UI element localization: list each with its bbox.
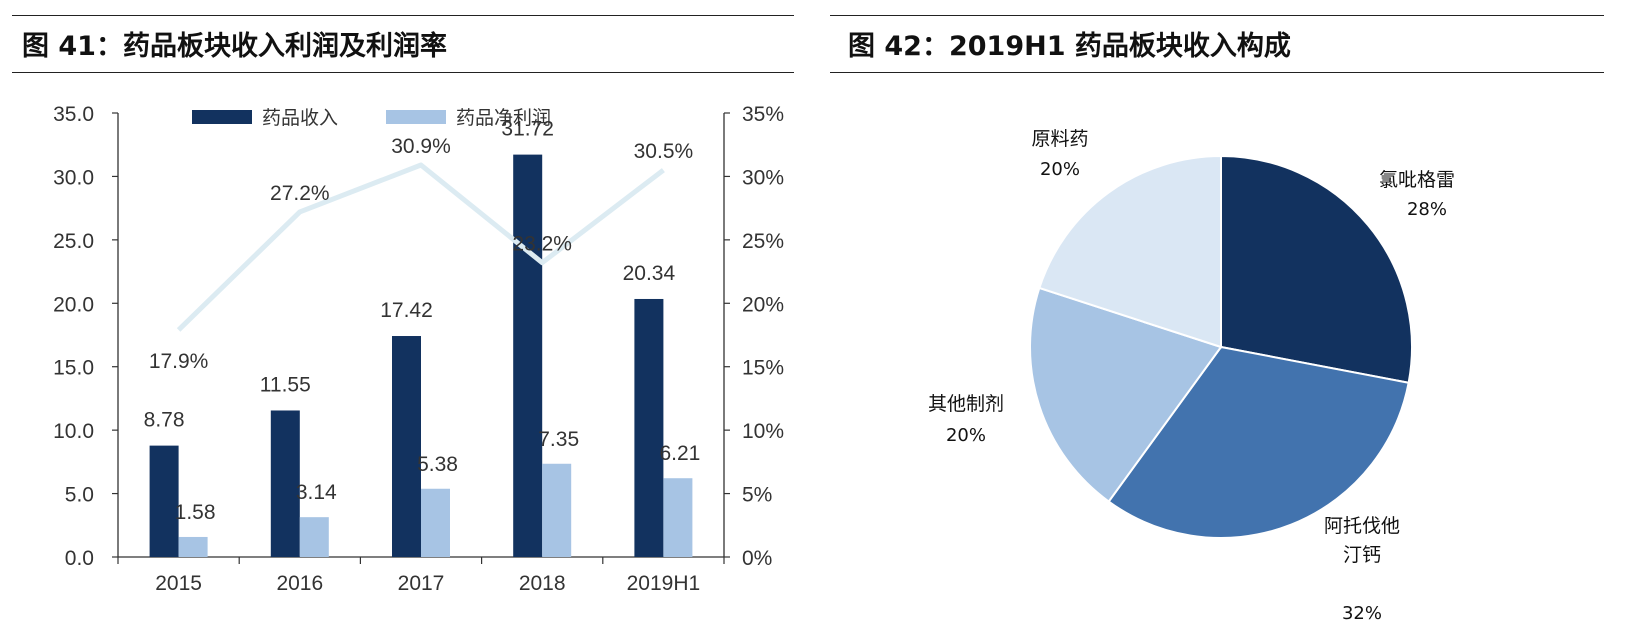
top-rule (12, 15, 794, 16)
y2-tick-label: 35% (742, 103, 784, 126)
revenue-data-label: 8.78 (144, 409, 185, 432)
y2-tick-label: 30% (742, 166, 784, 189)
margin-data-label: 30.9% (391, 135, 451, 158)
x-tick-label: 2018 (519, 572, 566, 595)
pie-slice (1107, 345, 1410, 539)
margin-data-label: 23.2% (512, 233, 572, 256)
figure-41-title: 图 41：药品板块收入利润及利润率 (22, 31, 447, 62)
bar-revenue (634, 298, 664, 557)
y2-tick-label: 0% (742, 547, 772, 570)
bar-net-profit (663, 478, 693, 557)
pie-slice-percent: 28% (1407, 199, 1447, 220)
bar-revenue (513, 154, 543, 558)
pie-slice (1029, 286, 1223, 503)
y-tick-label: 10.0 (53, 420, 94, 443)
pie-slice-name: 原料药 (1031, 128, 1088, 150)
bar-net-profit (542, 463, 572, 557)
y2-tick-label: 20% (742, 293, 784, 316)
y2-tick-label: 5% (742, 484, 772, 507)
y-tick-label: 0.0 (65, 547, 94, 570)
bar-net-profit (421, 488, 450, 557)
x-tick-label: 2016 (276, 572, 323, 595)
bar-line-chart: 0.0 5.0 10.0 15.0 20.0 25.0 30.0 35.0 0% 5% 10% 15%… (53, 103, 784, 595)
x-tick-label: 2019H1 (627, 572, 701, 595)
pie-slice-name: 阿托伐他 (1324, 515, 1400, 537)
revenue-data-label: 20.34 (623, 262, 676, 285)
y2-tick-label: 25% (742, 230, 784, 253)
profit-margin-line (176, 162, 665, 332)
legend-swatch-revenue (192, 110, 252, 124)
y-tick-label: 30.0 (53, 166, 94, 189)
bar-revenue (149, 445, 179, 557)
bar-net-profit (299, 517, 329, 557)
margin-data-label: 17.9% (149, 350, 209, 373)
pie-slice (1220, 154, 1413, 384)
margin-data-label: 30.5% (634, 140, 694, 163)
pie-slice-percent: 20% (946, 425, 986, 446)
title-rule (830, 72, 1604, 73)
pie-slice-name: 汀钙 (1343, 544, 1381, 566)
net-profit-data-label: 3.14 (296, 481, 337, 504)
y-tick-label: 25.0 (53, 230, 94, 253)
net-profit-data-label: 7.35 (538, 428, 579, 451)
margin-data-label: 27.2% (270, 182, 330, 205)
figure-42-title: 图 42：2019H1 药品板块收入构成 (848, 31, 1291, 62)
bar-net-profit (178, 536, 208, 557)
y-tick-label: 35.0 (53, 103, 94, 126)
y-tick-label: 5.0 (65, 484, 94, 507)
pie-slice (1038, 154, 1222, 349)
legend-label-revenue: 药品收入 (262, 107, 338, 129)
net-profit-data-label: 5.38 (417, 453, 458, 476)
x-tick-label: 2017 (398, 572, 445, 595)
y2-tick-label: 10% (742, 420, 784, 443)
net-profit-data-label: 1.58 (175, 501, 216, 524)
bar-revenue (270, 410, 300, 557)
legend-swatch-net-profit (386, 110, 446, 124)
pie-slice-name: 其他制剂 (928, 393, 1004, 415)
revenue-data-label: 11.55 (260, 373, 311, 396)
x-tick-label: 2015 (155, 572, 202, 595)
revenue-data-label: 17.42 (380, 299, 433, 322)
y-tick-label: 15.0 (53, 357, 94, 380)
top-rule (830, 15, 1604, 16)
bar-revenue (392, 336, 421, 557)
net-profit-data-label: 6.21 (659, 442, 700, 465)
title-rule (12, 72, 794, 73)
figure-41-panel: 图 41：药品板块收入利润及利润率 0.0 5.0 10.0 15.0 20.0 25.0… (12, 15, 794, 595)
y-tick-label: 20.0 (53, 293, 94, 316)
pie-slice-name: 氯吡格雷 (1379, 169, 1455, 191)
pie-slice-percent: 20% (1040, 159, 1080, 180)
revenue-data-label: 31.72 (501, 118, 554, 141)
y2-tick-label: 15% (742, 357, 784, 380)
legend-label-net-profit: 药品净利润 (456, 107, 551, 129)
figure-42-panel: 图 42：2019H1 药品板块收入构成 氯吡格雷 28% 阿托伐他汀钙 32% 其他制… (830, 0, 1644, 636)
pie-slice-percent: 32% (1342, 603, 1382, 624)
